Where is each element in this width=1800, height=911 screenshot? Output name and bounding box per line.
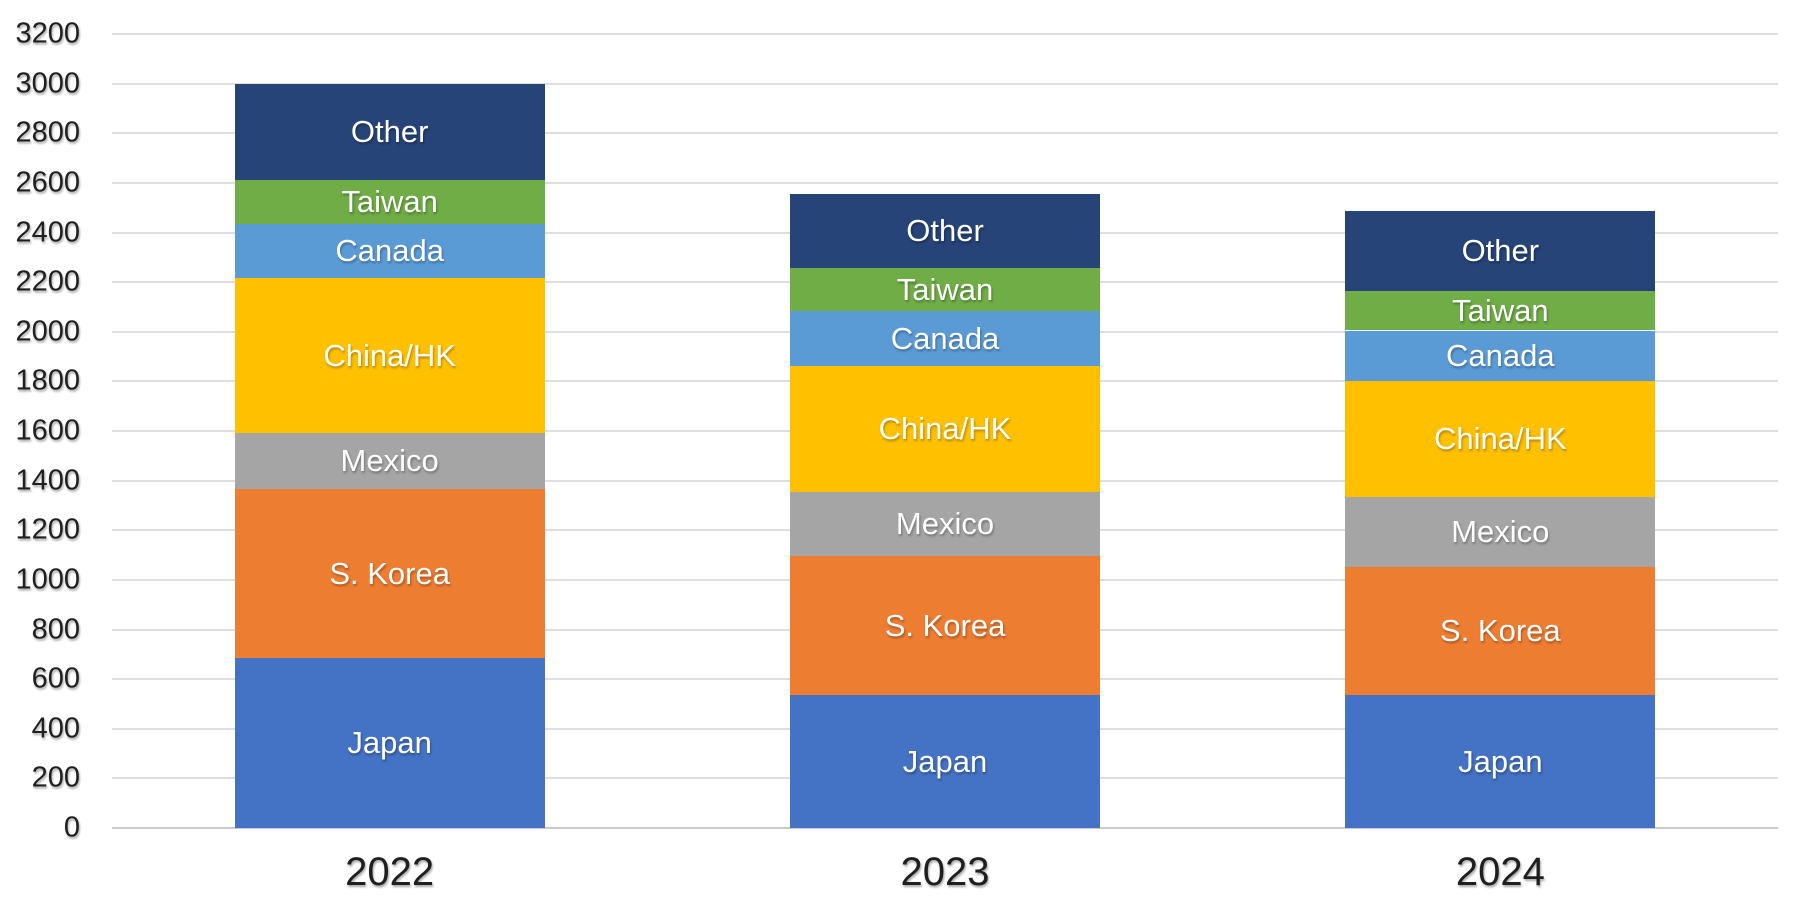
y-axis-tick-label: 1000 [15, 563, 80, 596]
y-axis-tick-label: 200 [31, 761, 80, 794]
segment-label: Canada [1446, 337, 1555, 373]
segment-label: Canada [335, 233, 444, 269]
segment-label: Other [906, 213, 984, 249]
y-axis-tick-label: 600 [31, 662, 80, 695]
bar-segment-canada: Canada [790, 310, 1100, 367]
bar-segment-japan: Japan [1345, 695, 1656, 828]
segment-label: China/HK [323, 337, 456, 373]
segment-label: Taiwan [341, 184, 438, 220]
y-axis-tick-label: 1400 [15, 464, 80, 497]
y-axis-tick-label: 1800 [15, 364, 80, 397]
segment-label: Japan [902, 743, 988, 779]
gridline [112, 132, 1778, 135]
y-axis-tick-label: 2400 [15, 216, 80, 248]
bar-segment-other: Other [234, 83, 545, 181]
x-axis-tick-label: 2022 [345, 850, 435, 894]
segment-label: Taiwan [896, 271, 994, 307]
x-axis-tick-label: 2023 [900, 850, 990, 894]
bar-segment-taiwan: Taiwan [234, 180, 545, 224]
gridline [112, 33, 1778, 35]
y-axis-tick-label: 800 [31, 613, 80, 645]
bar-segment-japan: Japan [234, 658, 545, 828]
segment-label: Other [350, 114, 429, 149]
y-axis-tick-label: 400 [31, 712, 80, 745]
bar-segment-other: Other [1345, 211, 1656, 291]
y-axis-tick-label: 0 [63, 811, 80, 844]
bar-segment-s-korea: S. Korea [1345, 567, 1656, 696]
bar-segment-mexico: Mexico [234, 433, 545, 490]
bar-segment-other: Other [790, 194, 1100, 269]
bar-segment-canada: Canada [1345, 330, 1656, 382]
gridline [112, 181, 1778, 184]
y-axis-tick-label: 2800 [15, 116, 80, 149]
gridline [112, 827, 1778, 829]
segment-label: Other [1461, 233, 1540, 269]
y-axis-tick-label: 2200 [15, 265, 80, 298]
bar-segment-taiwan: Taiwan [1345, 290, 1656, 331]
bar-segment-japan: Japan [790, 695, 1100, 828]
segment-label: Japan [1458, 743, 1543, 779]
segment-label: Mexico [340, 443, 439, 479]
bar-segment-canada: Canada [234, 223, 545, 279]
y-axis-tick-label: 3200 [15, 17, 80, 50]
segment-label: China/HK [878, 411, 1012, 447]
segment-label: Canada [890, 320, 1000, 356]
bar-segment-s-korea: S. Korea [234, 489, 545, 659]
segment-label: S. Korea [884, 607, 1006, 643]
x-axis-tick-label: 2024 [1455, 850, 1545, 894]
segment-label: Mexico [895, 506, 995, 542]
y-axis-tick-label: 3000 [15, 67, 80, 100]
segment-label: S. Korea [329, 555, 450, 591]
y-axis-tick-label: 2600 [15, 166, 80, 199]
y-axis-tick-label: 2000 [15, 315, 80, 348]
segment-label: China/HK [1433, 421, 1567, 457]
y-axis-tick-label: 1200 [15, 513, 80, 546]
gridline [112, 82, 1778, 85]
bar-segment-china-hk: China/HK [1345, 381, 1656, 497]
bar-segment-taiwan: Taiwan [790, 268, 1100, 311]
segment-label: S. Korea [1440, 613, 1561, 649]
segment-label: Japan [347, 725, 432, 760]
bar-segment-mexico: Mexico [790, 491, 1100, 557]
bar-segment-mexico: Mexico [1345, 496, 1656, 568]
y-axis-tick-label: 1600 [15, 414, 80, 447]
bar-segment-s-korea: S. Korea [790, 556, 1100, 696]
bar-segment-china-hk: China/HK [234, 278, 545, 434]
segment-label: Taiwan [1452, 292, 1549, 328]
segment-label: Mexico [1451, 514, 1550, 550]
bar-segment-china-hk: China/HK [790, 366, 1100, 492]
